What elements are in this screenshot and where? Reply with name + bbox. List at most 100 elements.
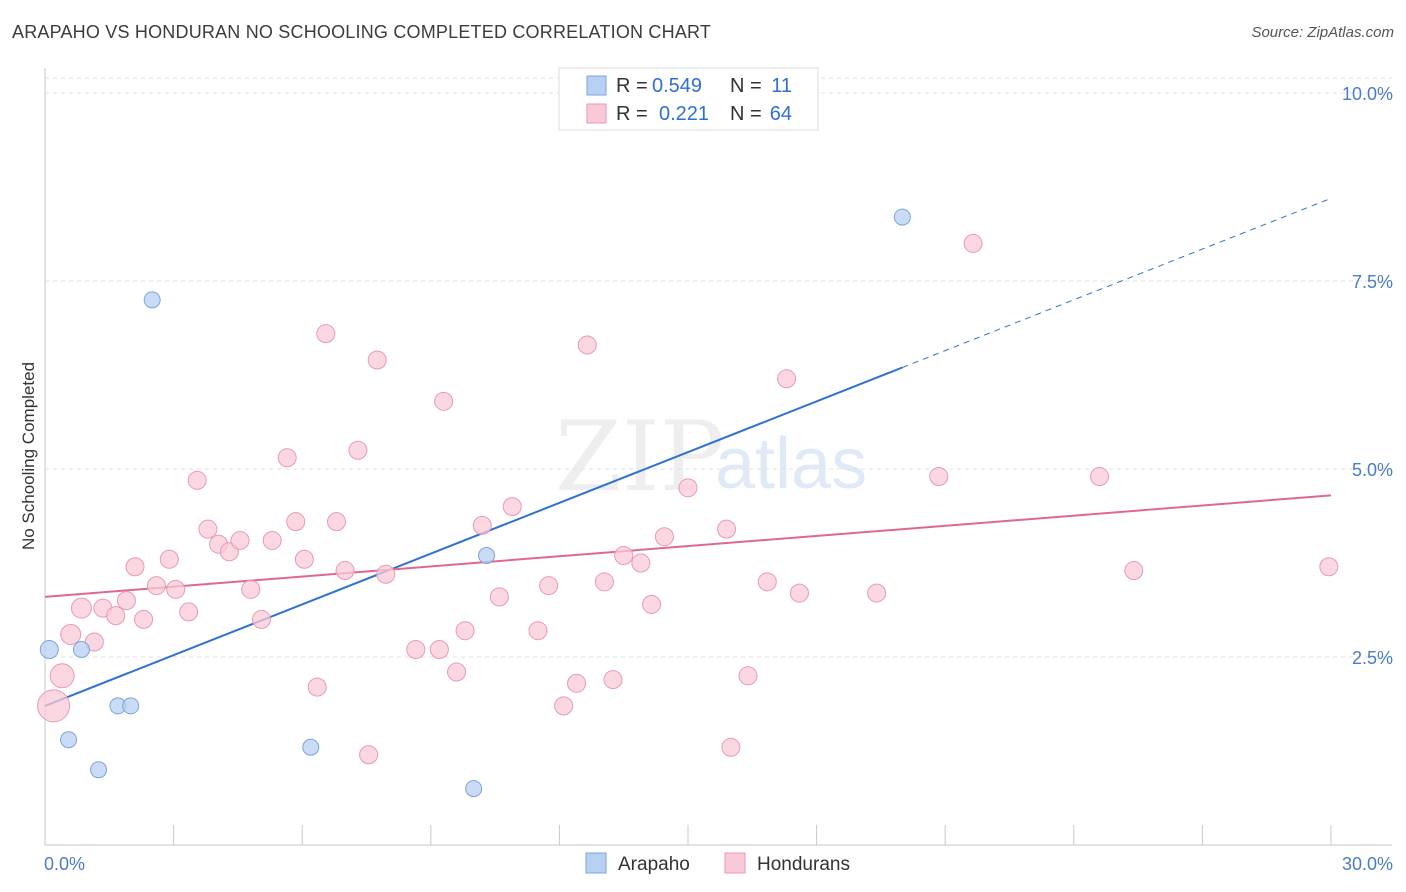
legend-r-label-2: R = bbox=[616, 103, 648, 125]
honduran-point bbox=[567, 673, 587, 693]
honduran-point bbox=[159, 549, 179, 569]
honduran-point bbox=[49, 663, 75, 689]
honduran-point bbox=[963, 233, 983, 253]
honduran-point bbox=[738, 666, 758, 686]
bottom-legend-hondurans: Hondurans bbox=[757, 854, 850, 875]
honduran-point bbox=[867, 583, 887, 603]
arapaho-point bbox=[143, 291, 161, 309]
source-credit: Source: ZipAtlas.com bbox=[1251, 24, 1394, 41]
honduran-point bbox=[179, 602, 199, 622]
arapaho-point bbox=[90, 761, 108, 779]
legend-n-value-2: 64 bbox=[770, 103, 792, 125]
legend-box: R = 0.549 N = 11 R = 0.221 N = 64 bbox=[558, 67, 819, 131]
arapaho-point bbox=[39, 639, 59, 659]
honduran-point bbox=[603, 670, 623, 690]
watermark-atlas: atlas bbox=[715, 424, 867, 504]
data-points bbox=[37, 208, 1339, 798]
honduran-point bbox=[241, 579, 261, 599]
honduran-point bbox=[262, 530, 282, 550]
honduran-point bbox=[251, 609, 271, 629]
honduran-point bbox=[294, 549, 314, 569]
arapaho-trend-line bbox=[44, 366, 903, 707]
legend-swatch-hondurans bbox=[586, 103, 607, 124]
honduran-point bbox=[125, 557, 145, 577]
honduran-point bbox=[230, 530, 250, 550]
honduran-point bbox=[166, 579, 186, 599]
honduran-point bbox=[198, 519, 218, 539]
honduran-point bbox=[929, 467, 949, 487]
honduran-point bbox=[116, 591, 136, 611]
honduran-point bbox=[367, 350, 387, 370]
honduran-point bbox=[447, 662, 467, 682]
honduran-point bbox=[1319, 557, 1339, 577]
honduran-point bbox=[631, 553, 651, 573]
honduran-point bbox=[37, 689, 71, 723]
arapaho-trend-extension bbox=[902, 197, 1332, 368]
honduran-point bbox=[316, 324, 336, 344]
arapaho-point bbox=[122, 697, 140, 715]
honduran-point bbox=[307, 677, 327, 697]
honduran-point bbox=[277, 448, 297, 468]
y-tick-label: 2.5% bbox=[1352, 648, 1393, 668]
honduran-point bbox=[489, 587, 509, 607]
honduran-point bbox=[1124, 561, 1144, 581]
honduran-point bbox=[70, 597, 92, 619]
honduran-point bbox=[678, 478, 698, 498]
bottom-legend: Arapaho Hondurans bbox=[585, 852, 850, 875]
axes: 2.5% 5.0% 7.5% 10.0% 0.0% 30.0% bbox=[44, 68, 1393, 874]
honduran-point bbox=[528, 621, 548, 641]
honduran-point bbox=[286, 512, 306, 532]
honduran-point bbox=[134, 609, 154, 629]
x-tick-label-min: 0.0% bbox=[44, 854, 85, 874]
legend-n-label-2: N = bbox=[730, 103, 762, 125]
bottom-legend-swatch-hondurans bbox=[724, 852, 746, 874]
bottom-legend-swatch-arapaho bbox=[585, 852, 607, 874]
honduran-point bbox=[455, 621, 475, 641]
bottom-legend-arapaho: Arapaho bbox=[618, 854, 690, 875]
honduran-trend-line bbox=[44, 494, 1332, 598]
honduran-point bbox=[472, 515, 492, 535]
watermark-zip: ZIP bbox=[555, 401, 724, 513]
honduran-point bbox=[406, 639, 426, 659]
arapaho-point bbox=[465, 780, 483, 798]
honduran-point bbox=[106, 606, 126, 626]
honduran-point bbox=[359, 745, 379, 765]
arapaho-point bbox=[60, 731, 78, 749]
honduran-point bbox=[554, 696, 574, 716]
arapaho-point bbox=[478, 546, 496, 564]
y-tick-label: 10.0% bbox=[1342, 84, 1393, 104]
grid-lines bbox=[45, 77, 1392, 658]
honduran-point bbox=[539, 576, 559, 596]
legend-r-value-2: 0.221 bbox=[659, 103, 709, 125]
honduran-point bbox=[187, 470, 207, 490]
honduran-point bbox=[335, 561, 355, 581]
honduran-point bbox=[654, 527, 674, 547]
y-tick-label: 7.5% bbox=[1352, 272, 1393, 292]
trend-lines bbox=[44, 197, 1332, 707]
honduran-point bbox=[577, 335, 597, 355]
honduran-point bbox=[146, 576, 166, 596]
chart-title: ARAPAHO VS HONDURAN NO SCHOOLING COMPLET… bbox=[12, 22, 712, 42]
legend-r-label-1: R = bbox=[616, 75, 648, 97]
arapaho-point bbox=[893, 208, 911, 226]
honduran-point bbox=[721, 737, 741, 757]
honduran-point bbox=[60, 623, 82, 645]
honduran-point bbox=[594, 572, 614, 592]
honduran-point bbox=[757, 572, 777, 592]
honduran-point bbox=[429, 639, 449, 659]
honduran-point bbox=[1090, 467, 1110, 487]
legend-n-value-1: 11 bbox=[771, 75, 792, 97]
legend-swatch-arapaho bbox=[586, 75, 607, 96]
honduran-point bbox=[376, 564, 396, 584]
y-axis-label: No Schooling Completed bbox=[19, 362, 38, 550]
honduran-point bbox=[348, 440, 368, 460]
honduran-point bbox=[642, 594, 662, 614]
honduran-point bbox=[434, 391, 454, 411]
arapaho-point bbox=[72, 640, 90, 658]
honduran-point bbox=[326, 512, 346, 532]
watermark: ZIP atlas bbox=[555, 401, 867, 513]
honduran-point bbox=[717, 519, 737, 539]
honduran-point bbox=[789, 583, 809, 603]
legend-r-value-1: 0.549 bbox=[652, 75, 702, 97]
